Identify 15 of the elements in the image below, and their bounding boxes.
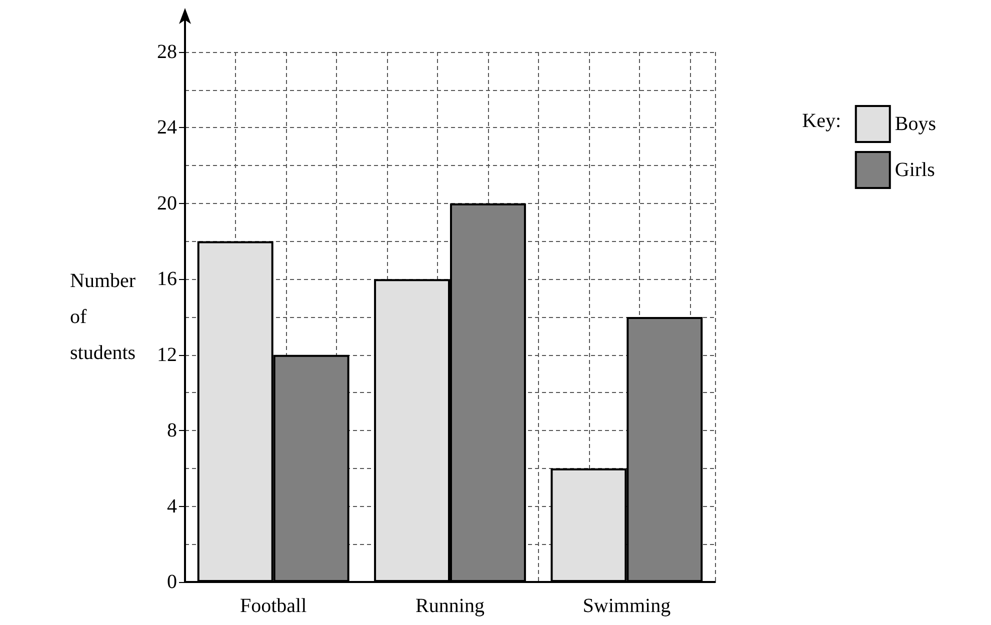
y-tick-label: 16 [157, 268, 177, 290]
y-axis-title: Number of students [70, 270, 136, 364]
y-tick-label: 0 [167, 571, 177, 593]
y-tick-label: 28 [157, 41, 177, 63]
y-tick-label: 12 [157, 344, 177, 366]
legend-label: Boys [894, 113, 936, 135]
x-tick-label: Swimming [582, 595, 671, 617]
legend-label: Girls [894, 159, 936, 181]
y-tick-label: 20 [157, 192, 177, 214]
legend-title: Key: [802, 110, 842, 132]
y-tick-label: 8 [167, 420, 177, 442]
x-tick-label: Running [416, 595, 484, 617]
y-tick-label: 4 [167, 495, 177, 518]
x-tick-label: Football [240, 595, 308, 617]
y-tick-label: 24 [157, 116, 177, 139]
